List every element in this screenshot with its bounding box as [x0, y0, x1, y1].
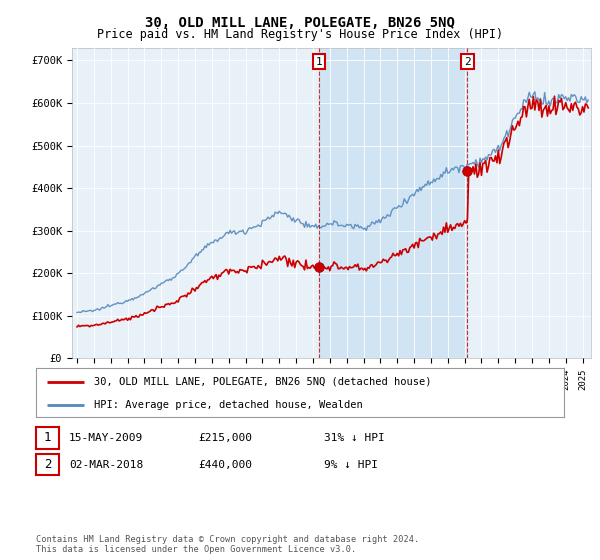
Text: 02-MAR-2018: 02-MAR-2018 [69, 460, 143, 470]
Text: 2: 2 [464, 57, 471, 67]
Text: £215,000: £215,000 [198, 433, 252, 443]
Text: 31% ↓ HPI: 31% ↓ HPI [324, 433, 385, 443]
Text: 30, OLD MILL LANE, POLEGATE, BN26 5NQ: 30, OLD MILL LANE, POLEGATE, BN26 5NQ [145, 16, 455, 30]
Text: 9% ↓ HPI: 9% ↓ HPI [324, 460, 378, 470]
Text: 1: 1 [44, 431, 51, 445]
Text: 15-MAY-2009: 15-MAY-2009 [69, 433, 143, 443]
Text: £440,000: £440,000 [198, 460, 252, 470]
Text: 2: 2 [44, 458, 51, 472]
Text: 30, OLD MILL LANE, POLEGATE, BN26 5NQ (detached house): 30, OLD MILL LANE, POLEGATE, BN26 5NQ (d… [94, 377, 431, 387]
Text: Price paid vs. HM Land Registry's House Price Index (HPI): Price paid vs. HM Land Registry's House … [97, 28, 503, 41]
Text: HPI: Average price, detached house, Wealden: HPI: Average price, detached house, Weal… [94, 400, 363, 410]
Bar [319, 48, 467, 358]
Text: Contains HM Land Registry data © Crown copyright and database right 2024.
This d: Contains HM Land Registry data © Crown c… [36, 535, 419, 554]
Text: 1: 1 [316, 57, 323, 67]
